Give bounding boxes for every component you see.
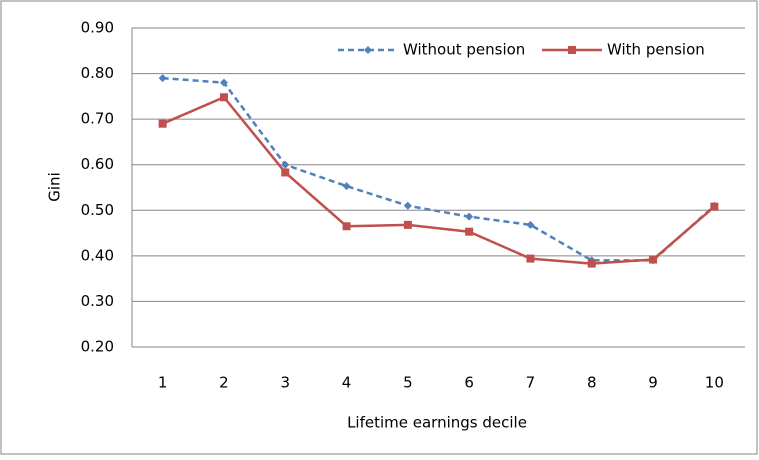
point bbox=[281, 168, 290, 177]
x-tick-label: 8 bbox=[587, 374, 597, 392]
point bbox=[465, 212, 474, 221]
y-tick-label: 0.30 bbox=[81, 292, 114, 310]
point bbox=[587, 259, 596, 268]
x-tick-label: 3 bbox=[280, 374, 290, 392]
point bbox=[219, 78, 228, 87]
point bbox=[526, 220, 535, 229]
point bbox=[342, 222, 351, 231]
point bbox=[465, 227, 474, 236]
point bbox=[281, 160, 290, 169]
point bbox=[649, 255, 658, 264]
legend-label: Without pension bbox=[403, 41, 525, 59]
x-axis-label: Lifetime earnings decile bbox=[347, 414, 527, 432]
point bbox=[403, 201, 412, 210]
point bbox=[526, 254, 535, 263]
y-tick-label: 0.80 bbox=[81, 64, 114, 82]
x-tick-label: 2 bbox=[219, 374, 229, 392]
line bbox=[162, 76, 716, 262]
y-tick-label: 0.40 bbox=[81, 246, 114, 264]
y-tick-label: 0.70 bbox=[81, 110, 114, 128]
x-tick-label: 5 bbox=[403, 374, 413, 392]
point bbox=[158, 74, 167, 83]
x-tick-label: 4 bbox=[342, 374, 352, 392]
point bbox=[710, 202, 719, 211]
point bbox=[219, 93, 228, 102]
line bbox=[162, 95, 716, 265]
point bbox=[364, 46, 372, 54]
point bbox=[342, 182, 351, 191]
y-tick-label: 0.90 bbox=[81, 19, 114, 37]
point bbox=[568, 46, 576, 54]
y-tick-label: 0.20 bbox=[81, 338, 114, 356]
x-tick-label: 7 bbox=[526, 374, 536, 392]
point bbox=[403, 220, 412, 229]
y-axis-label: Gini bbox=[46, 172, 64, 201]
x-tick-label: 9 bbox=[648, 374, 658, 392]
x-tick-label: 10 bbox=[705, 374, 724, 392]
point bbox=[158, 119, 167, 128]
legend-label: With pension bbox=[607, 41, 705, 59]
x-tick-label: 1 bbox=[158, 374, 168, 392]
y-tick-label: 0.60 bbox=[81, 155, 114, 173]
x-tick-label: 6 bbox=[464, 374, 474, 392]
y-tick-label: 0.50 bbox=[81, 201, 114, 219]
